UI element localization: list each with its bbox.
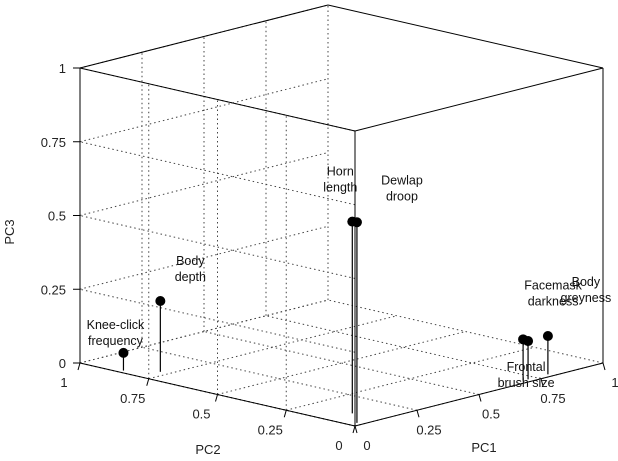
axes-box-edge — [354, 67, 604, 132]
point-label-line: darkness — [528, 294, 579, 308]
x-tick-mark — [540, 378, 544, 386]
stems-layer — [118, 216, 553, 423]
point-label-line: brush size — [498, 376, 555, 390]
point-label: Horn length — [323, 165, 357, 195]
y-axis-title: PC2 — [195, 442, 220, 457]
y-tick-label: 0.25 — [258, 422, 283, 437]
point-label: Body depth — [175, 254, 206, 284]
point-labels: Knee-click frequency Body depth Horn length De… — [87, 165, 612, 390]
x-tick-mark — [602, 362, 606, 371]
point-label: Frontal brush size — [498, 360, 555, 390]
x-tick-mark — [478, 394, 482, 402]
grid-line-floor-x — [327, 299, 604, 364]
axes-box — [79, 4, 604, 427]
x-tick-label: 0.5 — [482, 407, 500, 422]
z-tick-label: 0.75 — [41, 135, 66, 150]
point-label-line: Dewlap — [381, 173, 423, 187]
grid-line-floor-x — [141, 346, 418, 411]
grid-line-leftwall-z — [79, 215, 356, 279]
point-label: Facemask darkness — [524, 278, 582, 308]
point-label-line: Horn — [327, 165, 354, 179]
z-tick-label: 0 — [59, 356, 66, 371]
point-label-line: depth — [175, 270, 206, 284]
data-point — [155, 296, 166, 307]
data-point — [523, 336, 534, 347]
x-tick-label: 0.75 — [540, 391, 565, 406]
x-tick-label: 1 — [611, 375, 618, 390]
y-tick-label: 1 — [60, 375, 67, 390]
y-tick-label: 0.5 — [192, 407, 210, 422]
grid-line-floor-y — [217, 331, 466, 395]
tick-labels: 0 0.25 0.5 0.75 1 0 0.25 0.5 0.75 1 0 0.25 0.5 0.75 1 — [41, 61, 618, 453]
y-tick-mark — [283, 410, 287, 418]
grid-line-leftwall-z — [79, 288, 356, 353]
grid-line-floor-x — [203, 331, 480, 395]
data-point — [351, 217, 362, 228]
grid-line-leftwall-z — [79, 141, 356, 206]
point-label-line: length — [323, 181, 357, 195]
axes-box-edge — [327, 4, 604, 69]
grid-line-floor-x — [265, 315, 542, 380]
y-tick-mark — [146, 378, 150, 386]
data-point — [118, 347, 129, 358]
data-point — [542, 330, 553, 341]
x-axis-title: PC1 — [471, 440, 496, 455]
point-label-line: Facemask — [524, 278, 582, 292]
x-tick-mark — [416, 410, 420, 418]
point-label-line: Body — [176, 254, 205, 268]
grid-line-backwall-z — [79, 152, 329, 216]
y-tick-label: 0 — [335, 438, 342, 453]
axes-box-edge — [79, 4, 329, 69]
z-tick-label: 0.5 — [48, 209, 66, 224]
x-tick-label: 0 — [363, 438, 370, 453]
point-label: Knee-click frequency — [87, 318, 145, 348]
z-axis-title: PC3 — [2, 219, 17, 244]
y-tick-mark — [352, 425, 356, 434]
point-label: Dewlap droop — [381, 173, 423, 203]
point-label-line: Body — [572, 275, 601, 289]
point-label: Body greyness — [561, 275, 612, 305]
z-tick-label: 1 — [59, 61, 66, 76]
point-label-line: frequency — [88, 334, 144, 348]
axes-box-edge — [79, 67, 356, 132]
y-tick-label: 0.75 — [120, 391, 145, 406]
point-label-line: Frontal — [507, 360, 546, 374]
x-tick-label: 0.25 — [416, 422, 441, 437]
point-label-line: Knee-click — [87, 318, 145, 332]
x-tick-mark — [354, 425, 358, 434]
z-tick-label: 0.25 — [41, 282, 66, 297]
y-tick-mark — [215, 394, 218, 402]
point-label-line: greyness — [561, 291, 612, 305]
y-tick-mark — [77, 362, 81, 371]
point-label-line: droop — [386, 189, 418, 203]
